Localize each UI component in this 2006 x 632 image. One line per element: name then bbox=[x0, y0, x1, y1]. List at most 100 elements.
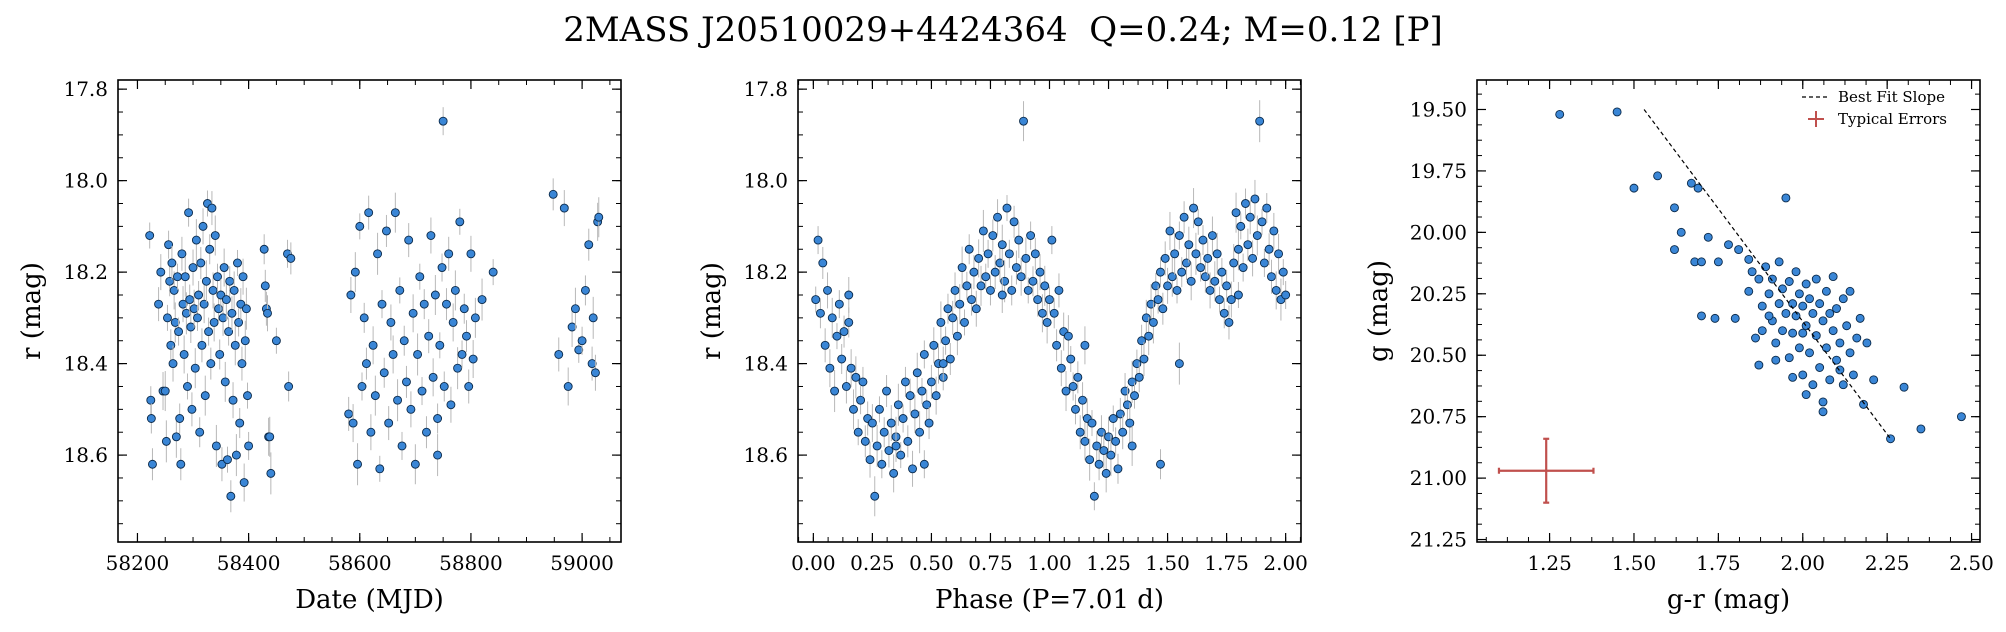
y-tick-label: 20.75 bbox=[1410, 405, 1467, 429]
data-point bbox=[1778, 326, 1787, 336]
data-point bbox=[860, 436, 870, 446]
data-point bbox=[1252, 231, 1262, 240]
data-point bbox=[260, 281, 270, 291]
x-tick-label: 58400 bbox=[217, 551, 281, 575]
data-point bbox=[1205, 285, 1215, 295]
data-point bbox=[214, 304, 224, 314]
data-point bbox=[1697, 311, 1706, 321]
data-point bbox=[1052, 340, 1062, 350]
data-point bbox=[477, 295, 487, 305]
data-point bbox=[384, 418, 394, 428]
data-point bbox=[187, 404, 197, 414]
data-point bbox=[1838, 380, 1848, 390]
y-axis-label: r (mag) bbox=[697, 262, 727, 360]
data-point bbox=[827, 313, 837, 323]
data-point bbox=[193, 313, 202, 323]
data-point bbox=[229, 285, 239, 295]
x-tick-label: 2.25 bbox=[1865, 551, 1910, 575]
y-tick-label: 18.4 bbox=[743, 352, 788, 376]
data-point bbox=[1026, 231, 1036, 240]
y-tick-label: 18.0 bbox=[63, 169, 108, 193]
data-point bbox=[1229, 258, 1239, 268]
x-tick-label: 1.50 bbox=[1145, 551, 1190, 575]
data-point bbox=[1794, 343, 1804, 353]
data-point bbox=[1271, 285, 1281, 295]
data-point bbox=[905, 391, 915, 401]
data-point bbox=[929, 340, 939, 350]
data-point bbox=[1821, 286, 1831, 296]
data-point bbox=[588, 313, 598, 323]
data-point bbox=[1555, 109, 1565, 119]
data-point bbox=[1177, 267, 1187, 277]
panel-light-curve: 58200 58400 58600 58800 59000 17.8 18.0 18.2 18.… bbox=[17, 77, 622, 615]
data-point bbox=[470, 313, 480, 323]
data-point bbox=[240, 336, 250, 346]
data-point bbox=[1956, 412, 1966, 422]
data-point bbox=[190, 363, 200, 373]
data-point bbox=[1791, 267, 1801, 277]
data-point bbox=[580, 285, 590, 295]
data-point bbox=[1233, 290, 1243, 300]
data-point bbox=[1274, 249, 1284, 259]
data-point bbox=[488, 267, 498, 277]
data-point bbox=[1063, 331, 1073, 341]
data-point bbox=[179, 350, 189, 359]
data-point bbox=[903, 436, 913, 446]
data-point bbox=[1670, 245, 1679, 255]
data-point bbox=[361, 359, 371, 369]
data-point bbox=[1101, 468, 1111, 478]
data-point bbox=[865, 455, 875, 465]
data-point bbox=[1754, 274, 1764, 284]
data-point bbox=[1764, 289, 1774, 299]
x-axis-label: Date (MJD) bbox=[295, 585, 444, 615]
data-point bbox=[1798, 370, 1808, 380]
x-tick-label: 1.25 bbox=[1527, 551, 1572, 575]
data-point bbox=[404, 235, 414, 245]
data-point bbox=[1023, 285, 1033, 295]
data-point bbox=[177, 249, 187, 259]
data-point bbox=[1210, 276, 1220, 286]
data-point bbox=[849, 404, 858, 414]
data-point bbox=[263, 308, 272, 318]
data-point bbox=[988, 231, 998, 240]
data-point bbox=[997, 240, 1007, 250]
data-point bbox=[1257, 217, 1267, 227]
data-point bbox=[174, 327, 184, 337]
data-point bbox=[1078, 395, 1088, 405]
data-point bbox=[919, 350, 929, 359]
data-point bbox=[377, 299, 387, 309]
x-tick-label: 1.75 bbox=[1696, 551, 1741, 575]
data-point bbox=[1724, 240, 1733, 250]
data-point bbox=[1278, 267, 1288, 277]
data-point bbox=[1042, 317, 1052, 327]
data-point bbox=[439, 382, 449, 391]
data-point bbox=[1087, 418, 1097, 428]
y-tick-label: 20.50 bbox=[1410, 343, 1467, 367]
data-point bbox=[188, 263, 198, 272]
data-point bbox=[1019, 116, 1028, 126]
data-point bbox=[148, 459, 157, 469]
data-point bbox=[875, 404, 884, 414]
data-point bbox=[160, 386, 170, 396]
data-point bbox=[1080, 340, 1090, 350]
x-tick-label: 0.50 bbox=[909, 551, 954, 575]
axes-frame bbox=[1476, 79, 1981, 543]
data-point bbox=[811, 295, 821, 305]
data-point bbox=[165, 276, 175, 286]
data-point bbox=[450, 285, 460, 295]
data-point bbox=[166, 340, 176, 350]
data-point bbox=[1838, 294, 1848, 304]
data-point bbox=[955, 299, 965, 309]
data-point bbox=[154, 299, 164, 309]
data-point bbox=[355, 221, 365, 231]
data-point bbox=[1189, 203, 1199, 213]
data-point bbox=[1248, 253, 1258, 263]
data-point bbox=[908, 464, 917, 474]
data-point bbox=[1007, 285, 1017, 295]
data-point bbox=[1212, 249, 1222, 259]
data-point bbox=[1264, 244, 1274, 254]
data-point bbox=[1219, 308, 1229, 318]
data-point bbox=[422, 427, 431, 437]
y-tick-label: 18.6 bbox=[63, 443, 108, 467]
data-point bbox=[1781, 193, 1791, 203]
